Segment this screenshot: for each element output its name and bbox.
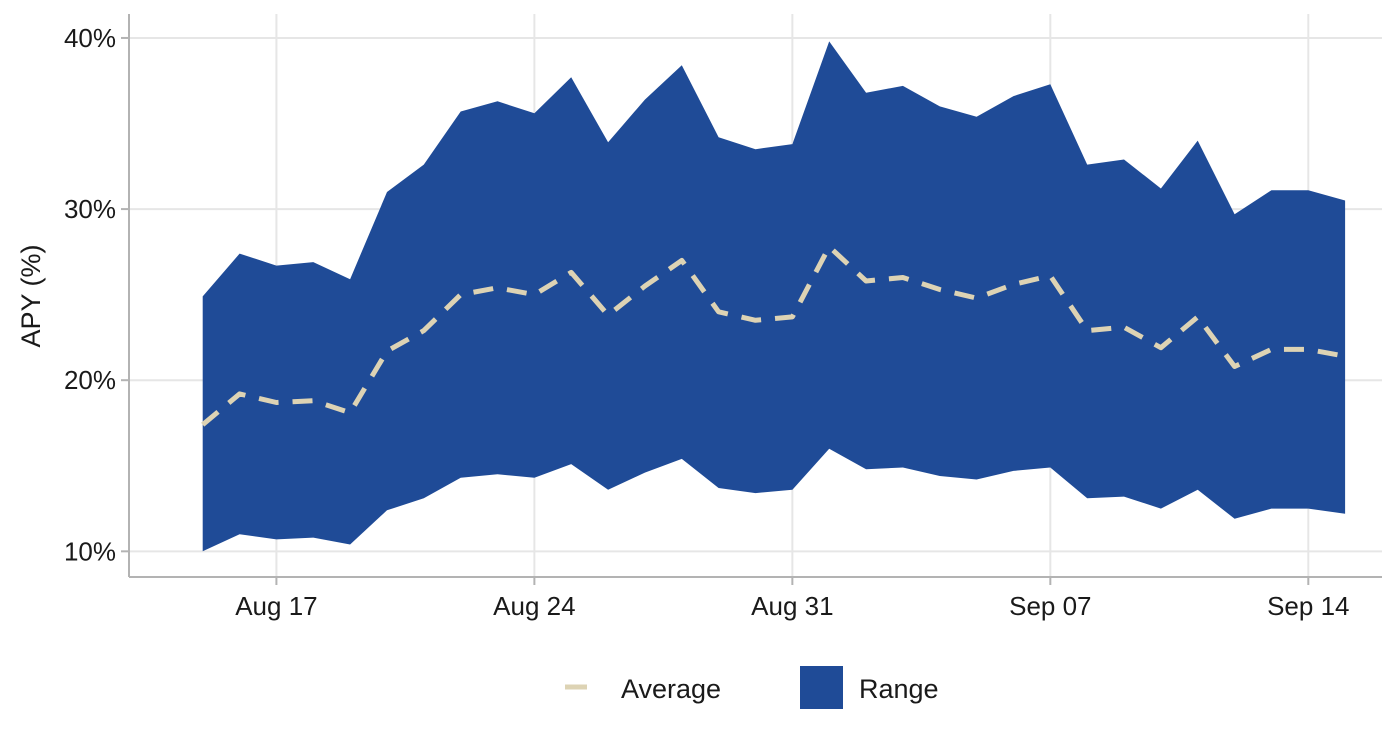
legend-key-range xyxy=(800,666,843,709)
x-tick-label: Aug 31 xyxy=(751,591,833,621)
legend: Average Range xyxy=(565,666,939,709)
range-ribbon xyxy=(202,41,1346,552)
legend-label-range: Range xyxy=(859,674,939,704)
average-line xyxy=(201,244,1346,427)
y-tick-label: 10% xyxy=(64,536,116,566)
y-tick-label: 30% xyxy=(64,194,116,224)
y-tick-label: 40% xyxy=(64,23,116,53)
average-layer xyxy=(201,244,1346,427)
legend-label-average: Average xyxy=(621,674,721,704)
y-axis-title: APY (%) xyxy=(16,244,46,347)
x-tick-label: Sep 14 xyxy=(1267,591,1349,621)
range-layer xyxy=(202,41,1346,552)
x-tick-label: Aug 24 xyxy=(493,591,575,621)
x-tick-label: Aug 17 xyxy=(235,591,317,621)
axes: 10% 20% 30% 40% Aug 17 Aug 24 Aug 31 Sep 07 Sep … xyxy=(64,14,1382,621)
x-tick-label: Sep 07 xyxy=(1009,591,1091,621)
y-tick-label: 20% xyxy=(64,365,116,395)
